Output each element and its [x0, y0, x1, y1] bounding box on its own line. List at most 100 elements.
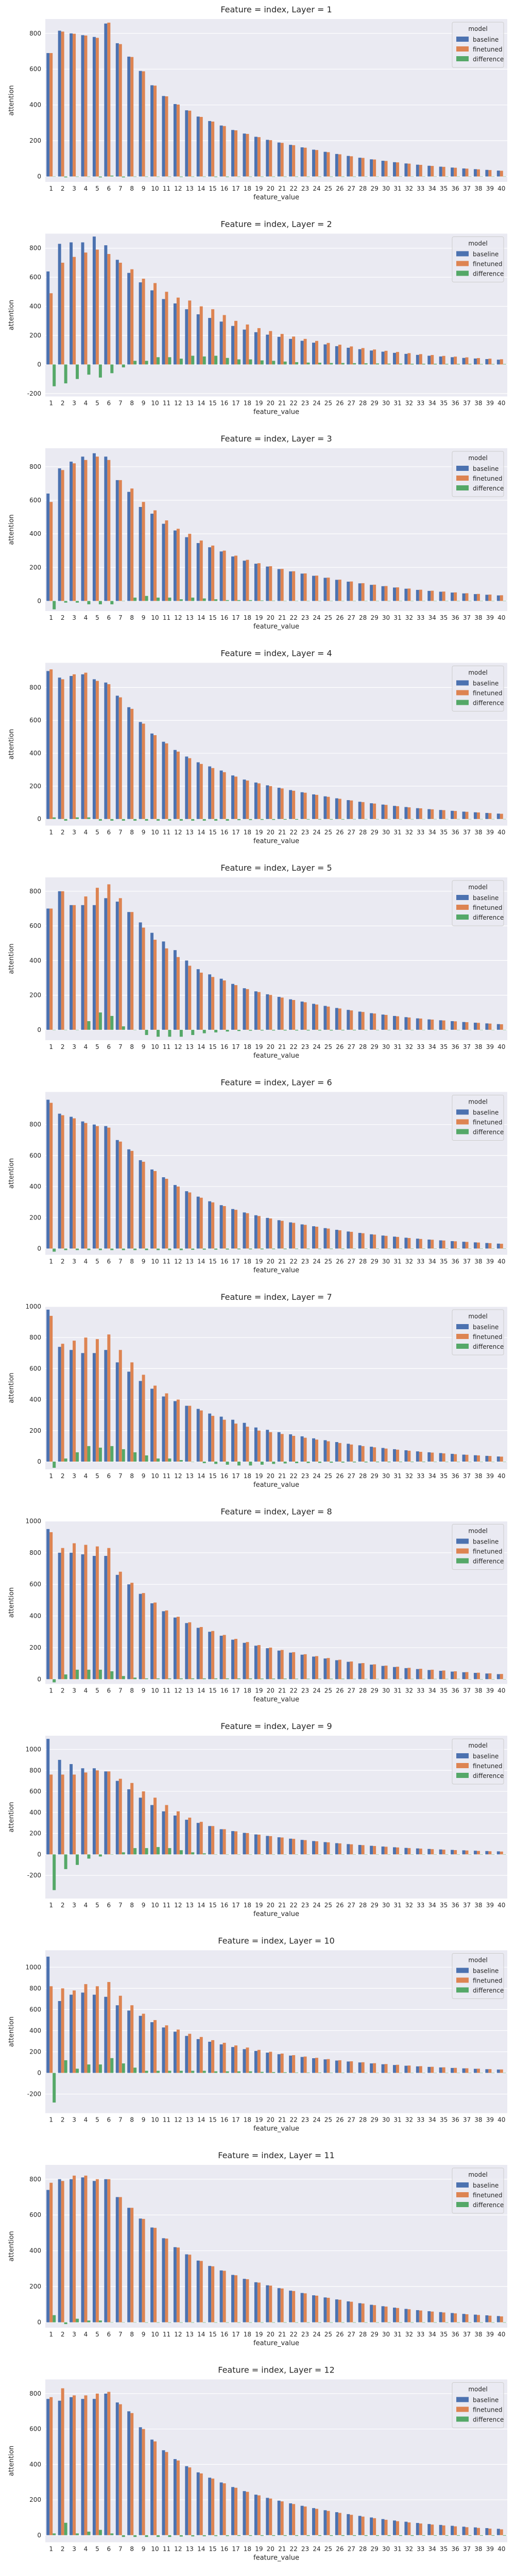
- bar-baseline-13: [185, 2254, 188, 2323]
- bar-finetuned-16: [222, 772, 226, 819]
- bar-difference-21: [283, 1248, 287, 1249]
- bar-finetuned-19: [257, 1216, 261, 1249]
- x-tick-label: 3: [72, 2546, 76, 2553]
- chart-panel-2: Feature = index, Layer = 2-2000200400600…: [8, 219, 507, 416]
- bar-difference-15: [214, 1854, 218, 1855]
- x-tick-label: 11: [163, 2116, 170, 2124]
- bar-finetuned-37: [465, 1672, 469, 1680]
- bar-baseline-3: [70, 2179, 73, 2323]
- legend-swatch-difference: [456, 1129, 469, 1134]
- bar-baseline-14: [196, 2472, 200, 2535]
- legend-title: model: [468, 1742, 487, 1749]
- bar-baseline-11: [162, 2450, 165, 2535]
- bar-finetuned-2: [61, 470, 64, 601]
- x-tick-label: 33: [417, 185, 424, 192]
- bar-baseline-31: [392, 1847, 396, 1855]
- bar-baseline-7: [115, 2197, 119, 2323]
- bar-difference-10: [157, 597, 160, 601]
- bar-finetuned-14: [199, 1822, 203, 1855]
- bar-baseline-36: [451, 810, 454, 819]
- x-tick-label: 4: [84, 1472, 88, 1480]
- bar-baseline-15: [208, 1826, 212, 1855]
- bar-difference-2: [64, 819, 67, 821]
- bar-finetuned-34: [431, 1849, 434, 1855]
- bar-baseline-25: [323, 796, 327, 819]
- y-tick-label: 1000: [25, 1518, 41, 1525]
- bar-baseline-9: [139, 2218, 142, 2323]
- bar-baseline-16: [219, 2044, 223, 2073]
- x-tick-label: 29: [370, 1258, 378, 1265]
- bar-baseline-37: [462, 2527, 466, 2535]
- bar-finetuned-8: [130, 2005, 134, 2073]
- legend-swatch-difference: [456, 2202, 469, 2207]
- bar-baseline-7: [115, 1362, 119, 1462]
- bar-finetuned-20: [269, 2285, 272, 2323]
- x-tick-label: 12: [174, 829, 182, 836]
- bar-finetuned-15: [211, 2040, 215, 2073]
- bar-baseline-14: [196, 543, 200, 601]
- bar-baseline-29: [370, 159, 373, 177]
- bar-finetuned-10: [153, 2020, 157, 2073]
- bar-finetuned-37: [465, 593, 469, 601]
- bar-difference-6: [110, 819, 114, 821]
- bar-difference-33: [422, 819, 425, 820]
- x-tick-label: 4: [84, 2331, 88, 2338]
- bar-finetuned-5: [95, 2393, 99, 2535]
- x-tick-label: 32: [405, 1472, 413, 1480]
- bar-difference-13: [191, 1678, 195, 1680]
- x-tick-label: 36: [451, 2331, 459, 2338]
- bar-difference-33: [422, 1248, 425, 1249]
- bar-baseline-31: [392, 162, 396, 177]
- y-tick-label: 600: [29, 65, 41, 73]
- bar-finetuned-30: [384, 2064, 388, 2073]
- bar-finetuned-10: [153, 1171, 157, 1249]
- bar-difference-11: [168, 2535, 171, 2537]
- x-tick-label: 15: [209, 2546, 217, 2553]
- x-tick-label: 31: [393, 400, 401, 407]
- bar-difference-4: [87, 1854, 91, 1859]
- x-tick-label: 34: [428, 1687, 436, 1694]
- bar-baseline-4: [81, 1992, 84, 2073]
- bar-baseline-5: [92, 1994, 96, 2073]
- bar-finetuned-1: [49, 293, 53, 365]
- bar-baseline-12: [173, 2031, 177, 2073]
- bar-finetuned-22: [292, 2291, 296, 2323]
- bar-finetuned-12: [176, 104, 180, 177]
- chart-title: Feature = index, Layer = 3: [220, 434, 332, 444]
- bar-finetuned-8: [130, 2208, 134, 2323]
- bar-baseline-10: [150, 933, 154, 1030]
- x-tick-label: 16: [220, 614, 228, 621]
- bar-finetuned-30: [384, 2519, 388, 2535]
- bar-finetuned-12: [176, 2029, 180, 2073]
- bar-baseline-15: [208, 2041, 212, 2073]
- bar-difference-1: [53, 2073, 56, 2103]
- bar-baseline-23: [300, 147, 304, 177]
- bar-difference-4: [87, 1248, 91, 1250]
- x-tick-label: 29: [370, 185, 378, 192]
- x-tick-label: 17: [232, 1043, 239, 1050]
- bar-finetuned-39: [488, 1243, 492, 1249]
- x-tick-label: 37: [463, 1902, 471, 1909]
- legend-label-difference: difference: [473, 1987, 504, 1994]
- bar-baseline-15: [208, 2266, 212, 2323]
- x-tick-label: 19: [255, 614, 263, 621]
- x-tick-label: 3: [72, 2116, 76, 2124]
- bar-baseline-3: [70, 1552, 73, 1680]
- bar-finetuned-3: [73, 674, 76, 819]
- bar-difference-18: [249, 359, 252, 365]
- bar-difference-29: [376, 1854, 380, 1855]
- bar-difference-17: [237, 819, 241, 820]
- bar-baseline-10: [150, 1388, 154, 1462]
- x-tick-label: 38: [474, 185, 482, 192]
- bar-finetuned-27: [350, 2515, 353, 2535]
- bar-baseline-21: [277, 1220, 281, 1249]
- x-tick-label: 3: [72, 614, 76, 621]
- bar-finetuned-24: [315, 1227, 318, 1249]
- bar-baseline-28: [358, 1845, 362, 1855]
- bar-finetuned-36: [454, 811, 457, 819]
- bar-finetuned-13: [188, 1622, 192, 1680]
- y-tick-label: 400: [29, 2461, 41, 2468]
- bar-difference-19: [260, 1248, 264, 1249]
- bar-difference-5: [98, 1012, 102, 1030]
